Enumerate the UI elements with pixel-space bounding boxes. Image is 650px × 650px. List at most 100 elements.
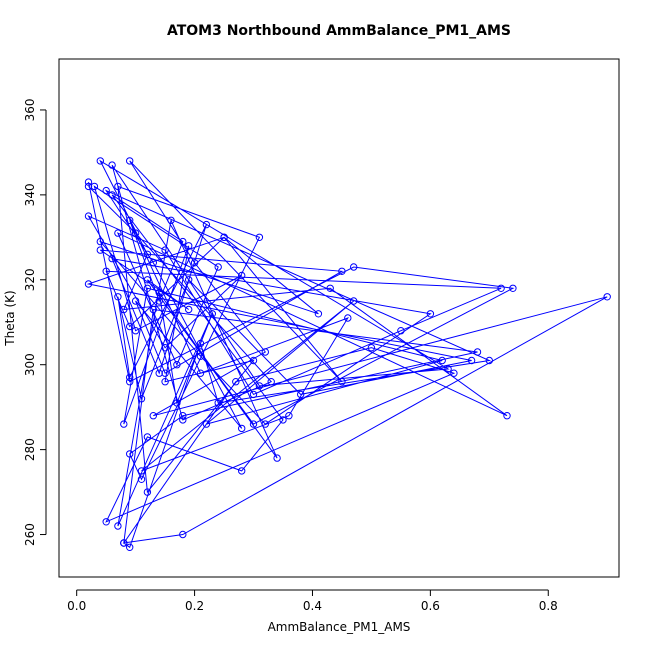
data-point [314,310,323,318]
data-point [155,297,163,305]
data-point [179,530,187,539]
data-point [179,412,187,420]
y-tick-label: 260 [23,523,37,546]
data-point [131,297,140,305]
data-point [238,424,246,433]
data-point [120,539,128,547]
data-point [238,271,246,280]
data-point [350,263,358,271]
data-point [196,339,205,348]
data-point [202,420,211,428]
data-point [261,348,269,356]
data-point [350,297,358,305]
data-point [185,305,193,314]
data-point [137,395,146,403]
data-point [297,390,305,399]
data-point [126,157,134,165]
data-point [126,450,134,458]
data-point [114,293,122,301]
data-point [285,412,293,420]
data-point [131,229,140,237]
x-axis-label: AmmBalance_PM1_AMS [268,620,411,634]
data-point [108,161,116,169]
data-point [273,454,281,462]
data-point [84,280,93,288]
data-point [426,310,435,318]
data-point [161,344,169,352]
x-tick-label: 0.0 [67,599,86,613]
series-layer [86,159,608,549]
data-point [84,178,93,186]
data-point [179,237,187,246]
data-point [108,191,116,199]
data-point [279,416,287,424]
y-tick-label: 300 [23,353,37,376]
data-point [167,216,175,225]
points-layer [84,157,611,551]
y-tick-label: 280 [23,438,37,461]
data-point [179,416,187,424]
x-tick-label: 0.6 [421,599,440,613]
data-point [84,182,93,191]
data-point [220,233,228,242]
data-point [232,378,240,386]
data-point [185,242,193,250]
data-point [102,518,110,526]
data-point [261,420,269,428]
data-point [473,348,482,356]
data-point [114,522,122,530]
data-point [202,220,211,229]
data-point [249,420,258,428]
data-point [603,293,611,301]
data-point [161,378,169,386]
data-point [84,212,93,220]
data-point [196,352,205,360]
data-point [173,361,181,369]
data-point [114,229,122,237]
x-tick-label: 0.2 [185,599,204,613]
data-point [137,467,146,475]
data-point [126,216,134,225]
data-point [450,369,458,377]
x-tick-label: 0.8 [539,599,558,613]
x-tick-label: 0.4 [303,599,322,613]
data-point [96,237,105,246]
data-point [185,276,193,284]
data-point [149,412,158,420]
y-axis-label: Theta (K) [3,290,17,346]
data-point [485,356,493,365]
data-point [108,254,116,263]
data-point [126,378,134,386]
data-point [143,276,152,284]
data-point [214,399,222,407]
y-tick-label: 360 [23,98,37,121]
data-point [102,267,110,275]
data-point [196,369,205,377]
data-point [120,420,128,428]
data-point [509,284,517,292]
data-point [190,259,199,267]
data-point [143,284,152,292]
chart-title: ATOM3 Northbound AmmBalance_PM1_AMS [167,23,511,39]
data-point [143,488,152,496]
data-point [338,378,346,386]
data-point [444,365,452,373]
data-point [238,467,246,475]
data-point [196,348,205,356]
data-point [161,246,169,254]
data-point [90,182,99,191]
x-axis: 0.0 0.2 0.4 0.6 0.8 [67,589,558,613]
data-point [208,310,217,318]
data-point [161,369,169,377]
data-point [96,246,105,254]
data-point [249,356,258,365]
data-point [120,305,128,314]
y-axis: 260 280 300 320 340 360 [23,98,47,546]
data-point [367,344,376,352]
data-point [149,305,158,314]
series-line [86,159,608,549]
data-point [137,475,146,483]
data-point [114,182,122,191]
data-point [126,543,134,551]
data-point [173,399,181,407]
